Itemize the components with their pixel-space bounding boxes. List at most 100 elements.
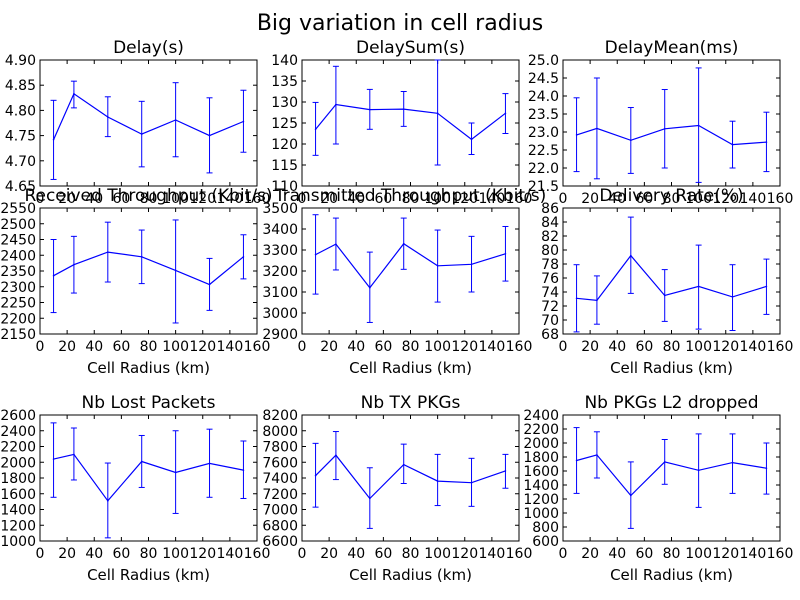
data-point <box>242 256 245 258</box>
y-tick-label: 72 <box>541 299 559 315</box>
y-tick-label: 80 <box>541 243 559 259</box>
data-point <box>52 274 55 277</box>
x-tick-label: 0 <box>36 339 45 355</box>
y-tick-label: 2300 <box>0 280 36 296</box>
x-tick-label: 140 <box>479 191 506 207</box>
x-tick-label: 0 <box>559 339 568 355</box>
y-tick-label: 1600 <box>523 464 559 480</box>
y-tick-label: 25.0 <box>528 53 559 69</box>
data-point <box>402 463 405 466</box>
y-tick-label: 3200 <box>262 264 298 280</box>
data-point <box>174 119 177 121</box>
data-point <box>504 112 507 115</box>
x-tick-label: 140 <box>740 339 767 355</box>
x-tick-label: 80 <box>140 339 158 355</box>
data-point <box>369 108 371 111</box>
x-tick-label: 140 <box>217 339 244 355</box>
y-tick-label: 1200 <box>0 518 36 534</box>
x-tick-label: 100 <box>685 546 712 562</box>
y-tick-label: 76 <box>541 271 559 287</box>
y-tick-label: 70 <box>541 313 559 329</box>
data-point <box>575 134 578 136</box>
x-tick-label: 40 <box>608 546 626 562</box>
x-axis-label: Cell Radius (km) <box>349 359 472 377</box>
data-point <box>140 460 143 463</box>
y-tick-label: 21.5 <box>528 179 559 195</box>
x-tick-label: 140 <box>479 546 506 562</box>
y-tick-label: 3000 <box>262 306 298 322</box>
x-tick-label: 160 <box>244 339 271 355</box>
x-tick-label: 40 <box>347 546 365 562</box>
x-tick-label: 60 <box>112 339 130 355</box>
x-tick-label: 20 <box>320 339 338 355</box>
x-tick-label: 100 <box>424 191 451 207</box>
x-tick-label: 160 <box>506 546 533 562</box>
x-tick-label: 60 <box>112 191 130 207</box>
x-tick-label: 20 <box>581 546 599 562</box>
y-tick-label: 2400 <box>0 248 36 264</box>
x-tick-label: 120 <box>189 339 216 355</box>
data-point <box>470 481 473 484</box>
y-tick-label: 4.70 <box>5 154 36 170</box>
y-tick-label: 24.5 <box>528 71 559 87</box>
x-tick-label: 60 <box>635 546 653 562</box>
data-point <box>663 127 666 130</box>
data-point <box>697 124 700 127</box>
data-point <box>436 112 439 115</box>
y-tick-label: 68 <box>541 327 559 343</box>
y-tick-label: 23.5 <box>528 107 559 123</box>
x-tick-label: 40 <box>85 339 103 355</box>
data-point <box>208 283 211 286</box>
y-tick-label: 2400 <box>523 408 559 424</box>
data-point <box>402 108 405 110</box>
data-point <box>402 242 405 245</box>
data-point <box>208 134 211 137</box>
data-point <box>731 143 734 146</box>
data-point <box>731 296 734 298</box>
x-tick-label: 120 <box>451 191 478 207</box>
data-point <box>174 269 177 272</box>
x-tick-label: 0 <box>559 191 568 207</box>
data-point <box>52 138 55 141</box>
x-tick-label: 40 <box>608 191 626 207</box>
data-point <box>630 254 632 257</box>
x-tick-label: 20 <box>581 191 599 207</box>
x-tick-label: 140 <box>217 546 244 562</box>
x-tick-label: 40 <box>85 191 103 207</box>
y-tick-label: 4.85 <box>5 78 36 94</box>
y-tick-label: 2150 <box>0 327 36 343</box>
x-tick-label: 120 <box>712 339 739 355</box>
data-point <box>314 128 317 131</box>
y-tick-label: 6800 <box>262 518 298 534</box>
x-tick-label: 40 <box>608 339 626 355</box>
data-point <box>596 127 598 130</box>
y-tick-label: 24.0 <box>528 89 559 105</box>
y-tick-label: 1200 <box>523 492 559 508</box>
subplot-grid: Delay(s)0 20 40 60 80 100 120 140 1604.654.704.7… <box>0 38 793 584</box>
y-tick-label: 110 <box>271 179 298 195</box>
y-tick-label: 3400 <box>262 222 298 238</box>
y-tick-label: 4.65 <box>5 179 36 195</box>
x-tick-label: 40 <box>347 339 365 355</box>
subplot-title: Nb TX PKGs <box>361 393 461 413</box>
x-tick-label: 80 <box>140 191 158 207</box>
data-point <box>470 138 473 141</box>
data-point <box>630 139 632 142</box>
x-tick-label: 60 <box>374 339 392 355</box>
data-point <box>242 469 245 471</box>
data-point <box>575 459 578 462</box>
data-point <box>107 500 109 502</box>
data-point <box>174 471 177 474</box>
x-tick-label: 160 <box>767 191 794 207</box>
data-point <box>369 287 371 289</box>
x-tick-label: 80 <box>402 339 420 355</box>
subplot-title: Delay(s) <box>113 38 184 58</box>
x-tick-label: 100 <box>424 339 451 355</box>
x-tick-label: 80 <box>140 546 158 562</box>
y-tick-label: 4.90 <box>5 53 36 69</box>
y-tick-label: 2200 <box>523 422 559 438</box>
y-tick-label: 120 <box>271 137 298 153</box>
data-point <box>765 467 768 470</box>
x-tick-label: 80 <box>402 191 420 207</box>
subplot-7: Nb Lost Packets 0 20 40 60 80 100 120 140 160 1000… <box>0 393 270 584</box>
